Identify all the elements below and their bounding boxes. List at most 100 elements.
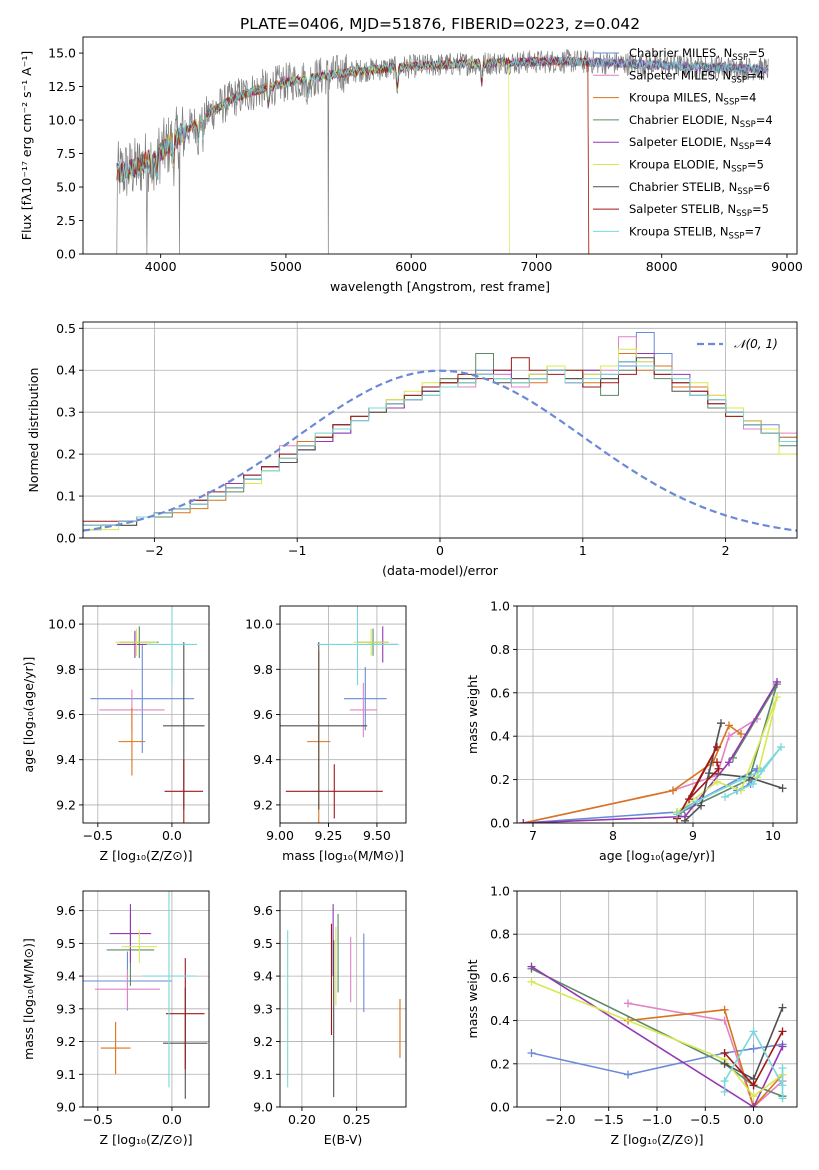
z-age-xtick-label: 0.0: [162, 828, 182, 843]
legend-entry: Kroupa STELIB, NSSP=7: [629, 224, 761, 241]
mass-age-ytick-label: 9.6: [253, 707, 273, 722]
mass-weight-marker: [725, 732, 733, 741]
residuals-ytick-label: 0.1: [56, 489, 76, 504]
mass-weight-marker: [778, 1064, 787, 1073]
mass-age-ytick-label: 9.4: [253, 752, 273, 767]
mass-weight-marker: [714, 764, 723, 773]
legend-entry-label: Kroupa MILES, N: [629, 91, 724, 105]
mass-weight-marker: [624, 1070, 633, 1079]
spectrum-xtick-label: 7000: [521, 259, 553, 274]
z-weight-xtick-label: 0.0: [744, 1112, 764, 1127]
legend-entry-sub: SSP: [731, 165, 747, 175]
legend-entry-label: Salpeter MILES, N: [629, 68, 731, 82]
z-weight-ylabel: mass weight: [465, 959, 480, 1038]
z-age-ytick-label: 9.2: [56, 797, 76, 812]
mass-weight-marker: [527, 962, 536, 971]
legend-entry-label: Chabrier STELIB, N: [629, 180, 737, 194]
residuals-ytick-label: 0.2: [56, 447, 76, 462]
mass-weight-line: [684, 723, 783, 822]
age-weight-overlay: 7 8 9 10 0.0 0.2 0.4 0.6 0.8 1.0 age [log₁₀(age/yr…: [465, 599, 798, 863]
spectrum-ytick-label: 0.0: [56, 247, 76, 262]
mass-weight-marker: [720, 1087, 729, 1096]
age-weight-ytick-label: 0.8: [490, 642, 510, 657]
mass-weight-marker: [778, 784, 787, 793]
z-age-overlay: −0.5 0.0 9.2 9.4 9.6 9.8 10.0 Z [log₁₀(Z/Z⊙)] ag…: [21, 605, 210, 863]
z-age-xtick-label: −0.5: [83, 828, 113, 843]
mass-weight-marker: [669, 786, 677, 795]
legend-entry-label: Salpeter STELIB, N: [629, 202, 736, 216]
ebv-mass-overlay: 0.20 0.25 9.0 9.1 9.2 9.3 9.4 9.5 9.6 E(B-V): [253, 890, 407, 1147]
mass-weight-marker: [778, 1094, 787, 1103]
z-mass-xlabel: Z [log₁₀(Z/Z⊙)]: [100, 1132, 193, 1147]
legend-entry: Kroupa MILES, NSSP=4: [629, 91, 756, 108]
legend-entry-tail: =4: [739, 91, 756, 105]
mass-weight-marker: [527, 977, 536, 986]
ebv-mass-ytick-label: 9.5: [253, 936, 273, 951]
residuals-xtick-label: −1: [288, 543, 306, 558]
age-weight-xtick-label: 10: [765, 828, 781, 843]
mass-weight-marker: [778, 1042, 787, 1051]
mass-weight-marker: [527, 1049, 536, 1057]
mass-weight-marker: [720, 1077, 729, 1086]
spectrum-ytick-label: 5.0: [56, 180, 76, 195]
legend-entry-tail: =5: [752, 202, 769, 216]
legend-entry: Kroupa ELODIE, NSSP=5: [629, 158, 764, 175]
spectrum-frame: [82, 36, 798, 255]
age-weight-ytick-label: 0.2: [490, 772, 510, 787]
age-weight-plot-area: [519, 677, 787, 823]
age-weight-xtick-label: 9: [689, 828, 697, 843]
legend-entry-label: Kroupa STELIB, N: [629, 224, 729, 238]
mass-weight-marker: [777, 743, 785, 752]
age-weight-ytick-label: 0.6: [490, 685, 510, 700]
mass-weight-marker: [749, 1081, 758, 1090]
legend-entry-sub: SSP: [740, 120, 756, 130]
residual-histogram: [83, 361, 797, 538]
ebv-mass-plot-area: [287, 904, 401, 1098]
residuals-xtick-label: 2: [722, 543, 730, 558]
residuals-overlay: −2 −1 0 1 2 0.0 0.1 0.2 0.3 0.4 0.5 (data-model)/er…: [26, 321, 798, 578]
mass-weight-marker: [705, 769, 713, 778]
z-mass-ytick-label: 9.2: [56, 1034, 76, 1049]
z-mass-ytick-label: 9.5: [56, 936, 76, 951]
ebv-mass-xlabel: E(B-V): [324, 1132, 363, 1147]
spectrum-ytick-label: 10.0: [48, 113, 76, 128]
mass-weight-marker: [749, 1103, 758, 1107]
mass-weight-marker: [720, 1049, 729, 1057]
panels: 4000 5000 6000 7000 8000 90000.02.55.07.510.0…: [19, 36, 803, 1147]
ebv-mass-xtick-label: 0.25: [343, 1112, 371, 1127]
ebv-mass-grid: [280, 891, 406, 1108]
legend-entry: Salpeter MILES, NSSP=4: [629, 68, 764, 85]
spectrum-xtick-label: 6000: [395, 259, 427, 274]
legend-entry-tail: =7: [744, 224, 761, 238]
spectrum-ytick-label: 2.5: [56, 213, 76, 228]
legend-entry-label: Chabrier MILES, N: [629, 46, 732, 60]
spectrum-xtick-label: 9000: [771, 259, 803, 274]
mass-weight-marker: [725, 758, 733, 767]
legend-entry-sub: SSP: [736, 209, 752, 219]
age-weight-ytick-label: 1.0: [490, 599, 510, 614]
z-age-ytick-label: 9.4: [56, 752, 76, 767]
z-weight-ytick-label: 1.0: [490, 884, 510, 899]
z-weight-ytick-label: 0.6: [490, 970, 510, 985]
z-mass-ylabel: mass [log₁₀(M/M⊙)]: [21, 938, 36, 1060]
z-mass-xtick-label: −0.5: [83, 1112, 113, 1127]
spectrum-xlabel: wavelength [Angstrom, rest frame]: [330, 279, 550, 294]
legend-entry-label: Salpeter ELODIE, N: [629, 135, 739, 149]
mass-weight-marker: [749, 1092, 758, 1101]
mass-age-ytick-label: 10.0: [245, 617, 273, 632]
legend-entry-tail: =5: [747, 158, 764, 172]
mass-age-xtick-label: 9.00: [266, 828, 294, 843]
mass-weight-marker: [778, 1003, 787, 1012]
normal-reference-curve: [83, 369, 797, 532]
legend-entry: 𝒩(0, 1): [734, 337, 778, 351]
z-age-ytick-label: 10.0: [48, 617, 76, 632]
residuals-xtick-label: 0: [436, 543, 444, 558]
mass-weight-marker: [720, 1005, 729, 1014]
z-mass-panel: −0.5 0.0 9.0 9.1 9.2 9.3 9.4 9.5 9.6 Z [log₁₀(Z/Z…: [21, 890, 210, 1147]
mass-weight-marker: [519, 819, 528, 823]
mass-weight-line: [531, 968, 783, 1097]
ebv-mass-panel: 0.20 0.25 9.0 9.1 9.2 9.3 9.4 9.5 9.6 E(B-V): [253, 890, 407, 1147]
spectrum-overlay: 4000 5000 6000 7000 8000 9000 0.0 2.5 5.0 7.5 10.0…: [19, 36, 803, 294]
